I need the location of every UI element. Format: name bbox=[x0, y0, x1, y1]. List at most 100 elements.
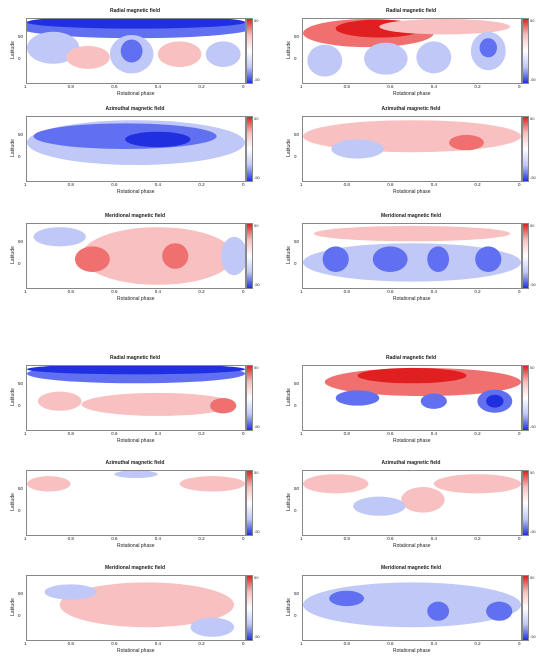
contour-region bbox=[364, 42, 408, 75]
colorbar bbox=[522, 223, 529, 289]
contour-region bbox=[162, 243, 189, 269]
x-tick-label: 0.8 bbox=[343, 536, 350, 541]
colorbar-tick-bottom: -50 bbox=[530, 634, 536, 639]
contour-region bbox=[125, 131, 191, 148]
panel-title: Radial magnetic field bbox=[109, 355, 160, 361]
colorbar-tick-bottom: -50 bbox=[530, 529, 536, 534]
colorbar-tick-bottom: -50 bbox=[530, 77, 536, 82]
x-tick-label: 0.4 bbox=[154, 289, 162, 294]
contour-plot bbox=[26, 18, 246, 84]
contour-region bbox=[205, 41, 241, 67]
contour-plot bbox=[302, 575, 522, 641]
contour-map bbox=[303, 474, 521, 516]
colorbar-tick-top: 50 bbox=[530, 116, 535, 121]
y-axis-label: Latitude bbox=[285, 598, 292, 616]
y-tick-label: 50 bbox=[294, 381, 300, 386]
contour-region bbox=[303, 474, 369, 494]
x-tick-label: 0.4 bbox=[154, 182, 162, 187]
x-tick-label: 0.2 bbox=[474, 182, 481, 187]
contour-plot bbox=[26, 365, 246, 431]
x-tick-label: 0.8 bbox=[343, 182, 350, 187]
contour-map bbox=[27, 120, 245, 165]
colorbar-tick-top: 50 bbox=[254, 18, 259, 23]
x-axis-label: Rotational phase bbox=[393, 543, 431, 549]
x-tick-label: 0.8 bbox=[67, 182, 74, 187]
x-tick-label: 0.2 bbox=[198, 431, 205, 436]
x-axis-label: Rotational phase bbox=[393, 91, 431, 97]
x-tick-label: 0 bbox=[518, 84, 521, 89]
x-tick-label: 0.8 bbox=[67, 641, 74, 646]
x-tick-label: 0 bbox=[518, 431, 521, 436]
x-tick-label: 0 bbox=[518, 641, 521, 646]
x-tick-label: 0.6 bbox=[111, 84, 118, 89]
contour-region bbox=[475, 246, 502, 272]
x-tick-label: 1 bbox=[24, 182, 27, 187]
x-tick-label: 0.4 bbox=[430, 641, 438, 646]
y-axis-label: Latitude bbox=[9, 388, 16, 406]
contour-map bbox=[27, 366, 245, 416]
contour-region bbox=[449, 134, 484, 151]
y-axis-label: Latitude bbox=[9, 246, 16, 264]
x-tick-label: 0.2 bbox=[474, 641, 481, 646]
colorbar bbox=[522, 470, 529, 536]
x-tick-label: 0.2 bbox=[198, 289, 205, 294]
colorbar bbox=[522, 365, 529, 431]
contour-region bbox=[33, 123, 217, 149]
contour-plot bbox=[302, 365, 522, 431]
contour-region bbox=[190, 617, 235, 637]
contour-region bbox=[427, 246, 450, 272]
contour-region bbox=[221, 236, 245, 276]
x-tick-label: 0.2 bbox=[198, 536, 205, 541]
colorbar-tick-top: 50 bbox=[254, 575, 259, 580]
x-tick-label: 0.8 bbox=[67, 289, 74, 294]
y-tick-label: 50 bbox=[18, 239, 24, 244]
x-tick-label: 0 bbox=[242, 536, 245, 541]
contour-map bbox=[44, 582, 235, 637]
contour-map bbox=[303, 582, 521, 628]
x-tick-label: 0 bbox=[242, 84, 245, 89]
x-axis-label: Rotational phase bbox=[117, 91, 155, 97]
x-tick-label: 0.6 bbox=[387, 536, 394, 541]
y-tick-label: 0 bbox=[294, 261, 297, 267]
x-tick-label: 0.6 bbox=[387, 84, 394, 89]
x-tick-label: 0 bbox=[242, 182, 245, 187]
x-tick-label: 0.4 bbox=[430, 431, 438, 436]
x-tick-label: 1 bbox=[300, 182, 303, 187]
panel-title: Radial magnetic field bbox=[385, 355, 436, 361]
x-tick-label: 0.2 bbox=[474, 289, 481, 294]
contour-region bbox=[420, 393, 447, 409]
x-tick-label: 0.6 bbox=[111, 641, 118, 646]
y-axis-label: Latitude bbox=[9, 41, 16, 59]
panel-title: Radial magnetic field bbox=[109, 8, 160, 14]
contour-plot bbox=[302, 470, 522, 536]
contour-region bbox=[486, 394, 504, 408]
y-tick-label: 50 bbox=[18, 591, 24, 596]
x-tick-label: 0.4 bbox=[154, 84, 162, 89]
contour-region bbox=[303, 243, 521, 282]
colorbar bbox=[246, 116, 253, 182]
y-tick-label: 0 bbox=[18, 56, 21, 62]
x-tick-label: 1 bbox=[24, 84, 27, 89]
y-tick-label: 0 bbox=[294, 403, 297, 409]
x-tick-label: 0.6 bbox=[387, 289, 394, 294]
x-tick-label: 0 bbox=[518, 182, 521, 187]
x-tick-label: 0.2 bbox=[474, 84, 481, 89]
contour-region bbox=[329, 590, 365, 607]
x-tick-label: 0.4 bbox=[154, 641, 162, 646]
contour-region bbox=[353, 496, 406, 516]
x-tick-label: 0 bbox=[518, 536, 521, 541]
y-tick-label: 0 bbox=[294, 154, 297, 160]
panel-title: Azimuthal magnetic field bbox=[105, 460, 165, 466]
contour-region bbox=[81, 227, 235, 285]
x-tick-label: 0.4 bbox=[430, 289, 438, 294]
colorbar-tick-bottom: -50 bbox=[254, 529, 260, 534]
colorbar bbox=[246, 470, 253, 536]
contour-region bbox=[27, 19, 245, 29]
x-tick-label: 0.2 bbox=[198, 641, 205, 646]
colorbar bbox=[522, 575, 529, 641]
colorbar-tick-bottom: -50 bbox=[254, 424, 260, 429]
y-tick-label: 50 bbox=[18, 34, 24, 39]
x-tick-label: 1 bbox=[300, 84, 303, 89]
x-axis-label: Rotational phase bbox=[393, 296, 431, 302]
y-axis-label: Latitude bbox=[285, 388, 292, 406]
